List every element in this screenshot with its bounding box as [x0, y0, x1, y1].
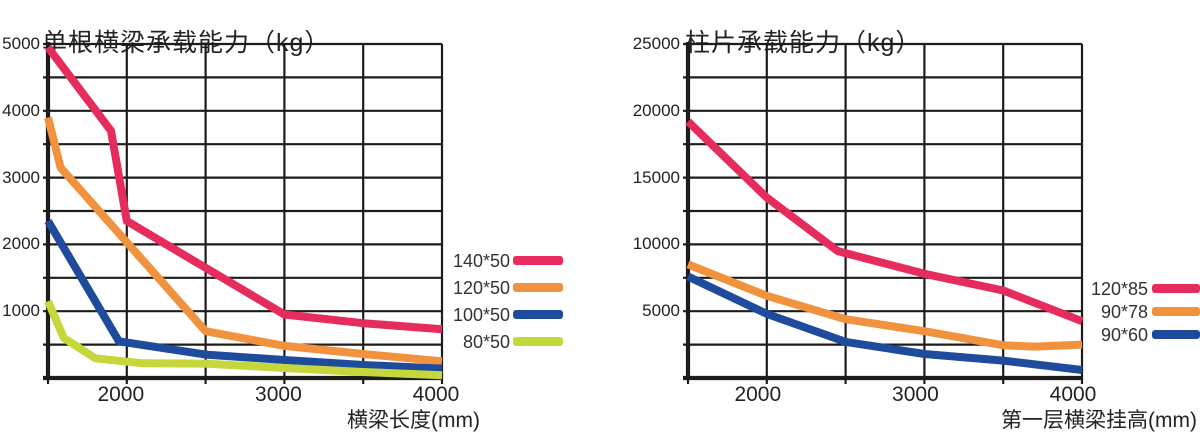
series-line-140x50: [44, 44, 443, 334]
chart-title: 柱片承载能力（kg）: [685, 28, 922, 57]
series-line-100x50: [44, 218, 443, 373]
column-capacity-chart: 柱片承载能力（kg） 5000 10000 15000 20000 25000 2000…: [600, 0, 1200, 432]
plot-area: [43, 42, 444, 384]
x-axis-title: 横梁长度(mm): [347, 409, 480, 432]
chart-title: 单根横梁承载能力（kg）: [42, 28, 331, 57]
x-axis-title: 第一层横梁挂高(mm): [1001, 409, 1197, 432]
series-line-80x50: [44, 299, 443, 380]
series-line-90x78: [686, 260, 1083, 351]
beam-capacity-chart: 单根横梁承载能力（kg） 1000 2000 3000 4000 5000 2000 30…: [0, 0, 600, 432]
series-line-90x60: [686, 272, 1083, 374]
grid-lines: [683, 42, 1084, 384]
plot-area: [683, 42, 1084, 384]
series-line-120x85: [685, 118, 1084, 325]
series-line-120x50: [44, 116, 443, 366]
